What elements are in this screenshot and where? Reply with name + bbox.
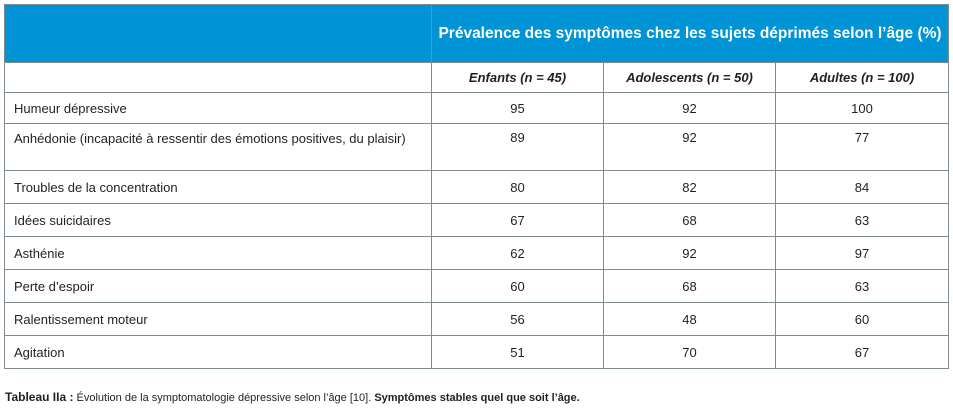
table-title: Prévalence des symptômes chez les sujets… bbox=[430, 4, 950, 63]
table-title-row: Prévalence des symptômes chez les sujets… bbox=[4, 4, 950, 63]
value-enfants: 62 bbox=[431, 236, 604, 270]
value-adultes: 100 bbox=[774, 92, 950, 124]
value-enfants: 51 bbox=[431, 335, 604, 369]
value-adolescents: 68 bbox=[603, 203, 776, 237]
value-adultes: 67 bbox=[774, 335, 950, 369]
value-adolescents: 48 bbox=[603, 302, 776, 336]
row-label: Asthénie bbox=[4, 236, 432, 270]
value-adolescents: 92 bbox=[603, 92, 776, 124]
value-adultes: 97 bbox=[774, 236, 950, 270]
value-enfants: 80 bbox=[431, 170, 604, 204]
row-label: Perte d’espoir bbox=[4, 269, 432, 303]
table-row: Troubles de la concentration 80 82 84 bbox=[4, 170, 950, 204]
value-adultes: 84 bbox=[774, 170, 950, 204]
column-header-row: Enfants (n = 45) Adolescents (n = 50) Ad… bbox=[4, 62, 950, 93]
value-adultes: 60 bbox=[774, 302, 950, 336]
value-adolescents: 70 bbox=[603, 335, 776, 369]
caption-text: Évolution de la symptomatologie dépressi… bbox=[73, 392, 375, 404]
value-adolescents: 82 bbox=[603, 170, 776, 204]
caption-lead: Tableau IIa : bbox=[5, 390, 74, 404]
column-header-enfants: Enfants (n = 45) bbox=[431, 62, 604, 93]
value-enfants: 56 bbox=[431, 302, 604, 336]
value-adultes: 63 bbox=[774, 269, 950, 303]
value-adultes: 63 bbox=[774, 203, 950, 237]
row-label: Humeur dépressive bbox=[4, 92, 432, 124]
table-row: Agitation 51 70 67 bbox=[4, 335, 950, 369]
row-label: Anhédonie (incapacité à ressentir des ém… bbox=[4, 123, 432, 171]
column-header-empty bbox=[4, 62, 432, 93]
table-row: Humeur dépressive 95 92 100 bbox=[4, 92, 950, 124]
table-row: Idées suicidaires 67 68 63 bbox=[4, 203, 950, 237]
value-enfants: 67 bbox=[431, 203, 604, 237]
caption-emphasis: Symptômes stables quel que soit l’âge. bbox=[374, 392, 580, 404]
row-label: Troubles de la concentration bbox=[4, 170, 432, 204]
row-label: Agitation bbox=[4, 335, 432, 369]
table-row: Asthénie 62 92 97 bbox=[4, 236, 950, 270]
value-adolescents: 92 bbox=[603, 236, 776, 270]
table-caption: Tableau IIa : Évolution de la symptomato… bbox=[5, 390, 580, 404]
value-adultes: 77 bbox=[774, 123, 950, 171]
value-enfants: 95 bbox=[431, 92, 604, 124]
value-enfants: 60 bbox=[431, 269, 604, 303]
column-header-adultes: Adultes (n = 100) bbox=[774, 62, 950, 93]
row-label: Ralentissement moteur bbox=[4, 302, 432, 336]
symptom-prevalence-table: Prévalence des symptômes chez les sujets… bbox=[4, 4, 950, 369]
value-adolescents: 92 bbox=[603, 123, 776, 171]
value-adolescents: 68 bbox=[603, 269, 776, 303]
table-row: Anhédonie (incapacité à ressentir des ém… bbox=[4, 123, 950, 171]
row-label: Idées suicidaires bbox=[4, 203, 432, 237]
value-enfants: 89 bbox=[431, 123, 604, 171]
table-row: Ralentissement moteur 56 48 60 bbox=[4, 302, 950, 336]
table-row: Perte d’espoir 60 68 63 bbox=[4, 269, 950, 303]
header-corner-cell bbox=[4, 4, 432, 63]
column-header-adolescents: Adolescents (n = 50) bbox=[603, 62, 776, 93]
